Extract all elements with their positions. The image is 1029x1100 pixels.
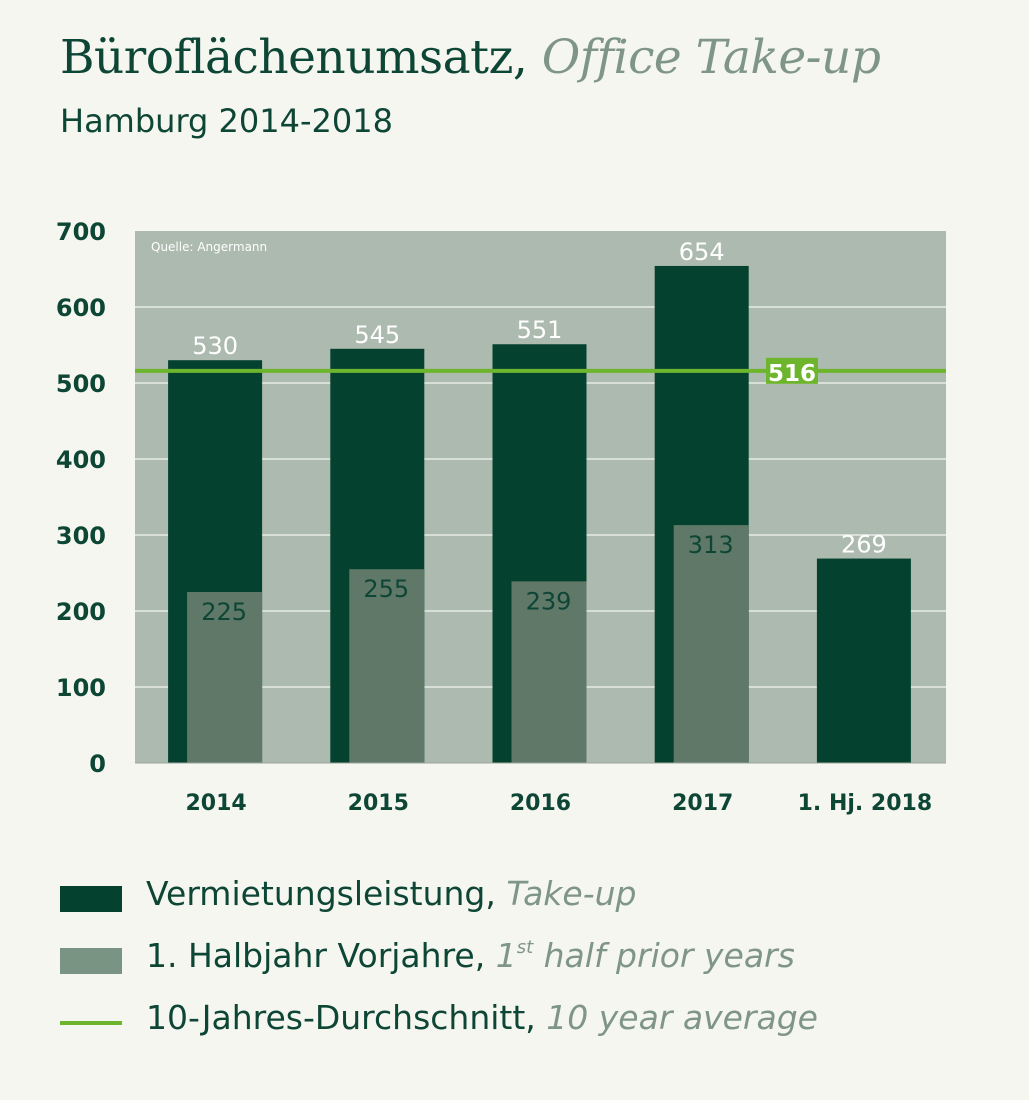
x-tick-label: 1. Hj. 2018 <box>798 791 933 816</box>
y-tick-label: 0 <box>89 750 106 778</box>
legend-label-takeup-en: Take-up <box>506 874 637 913</box>
data-label-takeup: 654 <box>679 238 725 266</box>
data-label-takeup: 551 <box>517 316 563 344</box>
data-label-takeup: 269 <box>841 531 887 559</box>
source-note: Quelle: Angermann <box>151 240 267 254</box>
legend-label-average-en: 10 year average <box>546 998 818 1037</box>
x-tick-label: 2017 <box>672 791 733 816</box>
average-label: 516 <box>768 361 816 387</box>
bar-first-half <box>187 592 263 763</box>
data-label-first-half: 313 <box>688 531 734 559</box>
data-label-takeup: 545 <box>354 321 400 349</box>
bar-first-half <box>349 569 425 763</box>
data-label-first-half: 255 <box>363 575 409 603</box>
y-tick-label: 100 <box>56 674 106 702</box>
title-english: Office Take-up <box>541 30 881 85</box>
chart-title: Büroflächenumsatz, Office Take-up <box>60 30 881 85</box>
x-tick-label: 2014 <box>185 791 246 816</box>
title-german: Büroflächenumsatz, <box>60 30 528 85</box>
y-tick-label: 300 <box>56 522 106 550</box>
legend-label-takeup-de: Vermietungsleistung, <box>146 874 496 913</box>
bar-takeup <box>816 558 911 763</box>
average-label-box <box>766 357 818 384</box>
legend-swatch-average <box>60 1021 122 1025</box>
x-tick-label: 2016 <box>510 791 571 816</box>
data-label-first-half: 225 <box>201 598 247 626</box>
bar-first-half <box>673 525 749 763</box>
x-tick-label: 2015 <box>348 791 409 816</box>
data-label-first-half: 239 <box>526 587 572 615</box>
bar-first-half <box>511 581 587 763</box>
y-tick-label: 200 <box>56 598 106 626</box>
y-tick-label: 600 <box>56 294 106 322</box>
chart-subtitle: Hamburg 2014-2018 <box>60 102 393 140</box>
legend-label-half-en: 1st half prior years <box>495 936 795 975</box>
legend-swatch-takeup <box>60 886 122 912</box>
y-tick-label: 700 <box>56 218 106 246</box>
legend-label-average-de: 10-Jahres-Durchschnitt, <box>146 998 536 1037</box>
y-tick-label: 400 <box>56 446 106 474</box>
legend-label-half-de: 1. Halbjahr Vorjahre, <box>146 936 486 975</box>
y-tick-label: 500 <box>56 370 106 398</box>
bar-chart: 0 100 200 300 400 500 600 700 Quelle: Angermann 2… <box>56 218 946 816</box>
data-label-takeup: 530 <box>192 332 238 360</box>
legend-swatch-first-half <box>60 948 122 974</box>
